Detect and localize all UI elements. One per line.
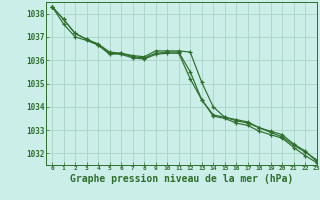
X-axis label: Graphe pression niveau de la mer (hPa): Graphe pression niveau de la mer (hPa): [70, 174, 293, 184]
